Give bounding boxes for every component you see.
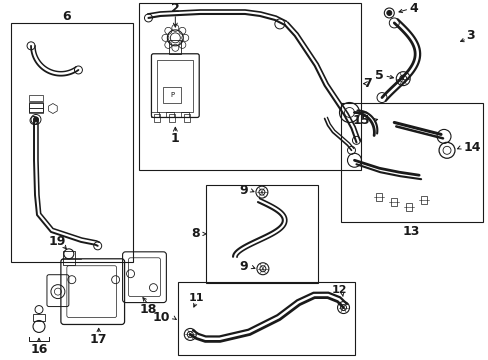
Bar: [184, 114, 190, 122]
Bar: [163, 87, 181, 103]
Bar: [63, 251, 75, 265]
Text: 14: 14: [463, 141, 481, 154]
Bar: [390, 198, 396, 206]
Circle shape: [386, 10, 391, 15]
Text: 12: 12: [331, 285, 346, 294]
Text: 4: 4: [409, 3, 418, 15]
Bar: [29, 95, 43, 100]
Text: P: P: [170, 91, 174, 98]
Text: 7: 7: [362, 77, 371, 90]
Text: 5: 5: [374, 69, 383, 82]
Bar: [29, 108, 43, 113]
Text: 9: 9: [239, 184, 247, 197]
Bar: [151, 112, 159, 117]
Bar: [206, 185, 317, 283]
Bar: [157, 60, 193, 112]
Text: 13: 13: [402, 225, 419, 238]
Text: 15: 15: [352, 114, 369, 127]
Text: 8: 8: [191, 228, 200, 240]
Bar: [166, 112, 174, 117]
Bar: [420, 196, 426, 204]
Bar: [33, 314, 45, 321]
Bar: [181, 112, 189, 117]
Bar: [406, 203, 411, 211]
Bar: [29, 102, 43, 108]
Circle shape: [34, 117, 39, 122]
Text: 16: 16: [30, 343, 48, 356]
Bar: [169, 40, 181, 54]
Bar: [138, 3, 361, 170]
Text: 10: 10: [153, 311, 170, 324]
Text: 19: 19: [48, 235, 65, 248]
Text: 1: 1: [171, 132, 180, 145]
Bar: [154, 114, 160, 122]
Text: 6: 6: [62, 10, 71, 23]
Text: 9: 9: [239, 260, 247, 273]
Bar: [178, 282, 355, 355]
Bar: [340, 103, 482, 222]
Text: 17: 17: [90, 333, 107, 346]
Text: 11: 11: [188, 293, 203, 303]
Bar: [376, 193, 382, 201]
Bar: [169, 114, 175, 122]
Text: 18: 18: [140, 303, 157, 316]
Bar: [11, 23, 132, 262]
Text: 3: 3: [466, 30, 474, 42]
Text: 2: 2: [171, 3, 180, 15]
Bar: [29, 103, 43, 112]
